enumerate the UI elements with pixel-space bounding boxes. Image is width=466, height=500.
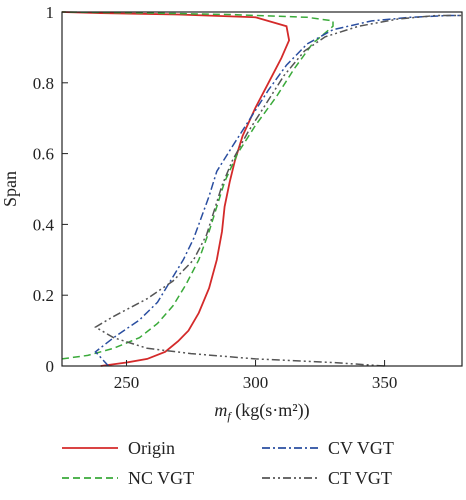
x-axis-label: mf (kg(s·m²)) xyxy=(214,400,309,423)
legend-label-ct-vgt: CT VGT xyxy=(328,467,392,488)
chart-legend: Origin CV VGT NC VGT CT VGT xyxy=(62,436,462,496)
y-tick-label: 0.8 xyxy=(33,74,54,93)
y-tick-label: 1 xyxy=(46,3,55,22)
legend-swatch-origin xyxy=(62,447,118,449)
x-tick-label: 300 xyxy=(243,373,269,392)
series-line-nc-vgt xyxy=(61,11,334,360)
plot-frame xyxy=(61,11,463,367)
series-line-origin xyxy=(61,11,291,367)
legend-label-nc-vgt: NC VGT xyxy=(128,467,195,488)
y-tick-label: 0.4 xyxy=(33,215,55,234)
x-tick-label: 350 xyxy=(372,373,398,392)
y-axis-label: Span xyxy=(0,171,20,207)
legend-swatch-nc-vgt xyxy=(62,477,118,479)
series-layer xyxy=(61,11,462,367)
x-axis-label-sub: f xyxy=(227,409,232,423)
legend-swatch-ct-vgt xyxy=(262,477,318,479)
y-tick-label: 0.2 xyxy=(33,286,54,305)
series-line-ct-vgt xyxy=(94,14,462,367)
x-axis-label-main: m xyxy=(214,400,227,420)
x-axis-label-units: (kg(s·m²)) xyxy=(231,400,310,421)
y-tick-label: 0 xyxy=(46,357,55,376)
line-chart: 250 300 350 0 0.2 0.4 0.6 0.8 1 Span mf (kg(s·m²… xyxy=(0,3,463,423)
legend-item-cv-vgt: CV VGT xyxy=(262,436,394,460)
legend-item-ct-vgt: CT VGT xyxy=(262,466,392,490)
y-tick-label: 0.6 xyxy=(33,145,54,164)
legend-item-nc-vgt: NC VGT xyxy=(62,466,194,490)
series-line-cv-vgt xyxy=(94,14,462,367)
legend-label-origin: Origin xyxy=(128,437,175,458)
legend-label-cv-vgt: CV VGT xyxy=(328,437,394,458)
x-tick-label: 250 xyxy=(114,373,140,392)
ticks-layer: 250 300 350 0 0.2 0.4 0.6 0.8 1 xyxy=(33,3,398,392)
legend-item-origin: Origin xyxy=(62,436,175,460)
legend-swatch-cv-vgt xyxy=(262,447,318,449)
